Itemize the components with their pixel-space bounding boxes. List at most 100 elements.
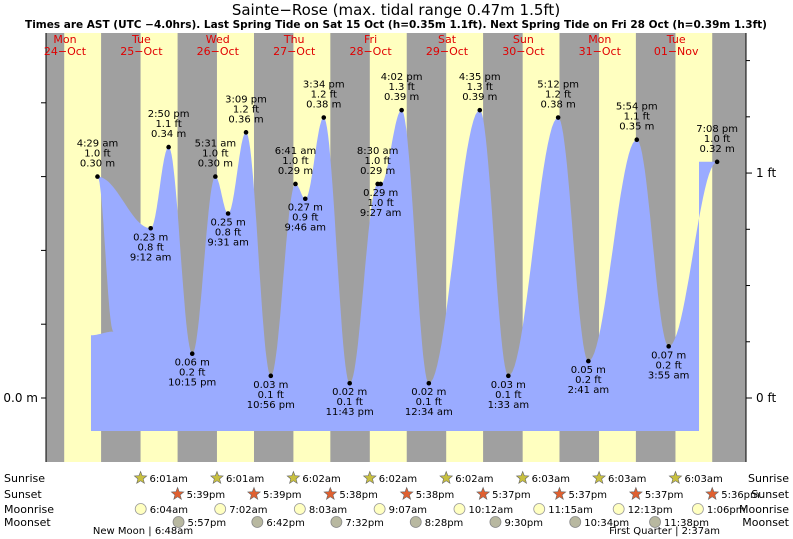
tide-label: 1.1 ft [624,112,650,123]
moonrise-icon [293,503,306,515]
moonrise-icon [134,503,147,515]
tide-point [148,225,153,231]
tide-label: 0.29 m [278,166,313,177]
sunset-icon [323,486,338,500]
moonset-icon [409,516,422,528]
sunset-time: 5:38pm [339,490,378,501]
day-of-week-label: Mon [588,33,611,46]
tide-label: 0.27 m [288,203,323,214]
tide-area [91,110,718,431]
tide-label: 8:30 am [357,146,399,157]
astro-table: Sunrise Sunrise Sunset Sunset Moonrise Moonri… [4,470,790,537]
right-axis-label: 0 ft [756,391,776,405]
tide-label: 3:34 pm [303,80,345,91]
tide-point [555,115,561,120]
sunset-time: 5:39pm [263,490,302,501]
tide-label: 0.03 m [253,380,288,391]
row-label-moonrise: Moonrise [4,503,54,516]
tide-point [213,174,218,179]
tide-label: 0.1 ft [337,397,363,408]
tide-label: 1.3 ft [388,82,414,93]
tide-label: 0.35 m [619,122,654,133]
tide-label: 0.07 m [651,350,686,361]
tide-label: 0.39 m [462,92,497,103]
moon-phase-label: New Moon | 6:48am [93,526,193,537]
tide-label: 5:31 am [195,139,237,150]
tide-label: 4:35 pm [459,72,501,83]
tide-label: 0.06 m [175,358,210,369]
moon-phase-label: First Quarter | 2:37am [609,526,720,537]
tide-curve [91,110,718,431]
tide-label: 12:34 am [405,407,453,418]
row-label-sunrise: Sunrise [4,472,45,485]
moonset-time: 7:32pm [345,518,384,529]
tide-point [378,181,383,187]
tide-label: 6:41 am [275,146,317,157]
tide-point [399,107,404,113]
sunset-icon [476,486,491,500]
day-date-label: 31−Oct [579,45,622,58]
tide-label: 7:08 pm [696,124,738,135]
sunset-icon [628,486,643,500]
tide-label: 0.30 m [198,159,233,170]
tide-label: 1.1 ft [155,119,181,130]
moonset-time: 6:42pm [266,518,305,529]
day-date-label: 24−Oct [44,45,87,58]
tide-label: 0.34 m [151,129,186,140]
day-date-label: 29−Oct [426,45,469,58]
moonrise-icon [533,503,546,515]
tide-label: 0.36 m [228,114,263,125]
day-of-week-label: Fri [364,33,377,46]
tide-label: 0.39 m [384,92,419,103]
day-date-label: 01−Nov [654,45,699,58]
tide-label: 1.2 ft [233,104,259,115]
tide-point [714,159,720,165]
tide-label: 4:02 pm [381,72,423,83]
tide-label: 0.38 m [306,100,341,111]
tide-labels: 4:29 am1.0 ft0.30 m0.23 m0.8 ft9:12 am2:… [77,72,738,418]
sunrise-icon [133,470,148,484]
moonrise-time: 11:15am [548,505,593,516]
tide-label: 9:27 am [360,208,402,219]
tide-label: 3:55 am [648,370,690,381]
tide-label: 5:12 pm [537,80,579,91]
day-date-label: 30−Oct [502,45,545,58]
tide-point [347,380,352,386]
tide-point [302,196,308,202]
day-of-week-label: Wed [206,33,230,46]
tide-label: 11:43 pm [326,407,374,418]
tide-point [426,380,432,386]
chart-axes: 0.0 m 1 ft 0 ft [3,33,776,462]
moonrise-time: 9:07am [389,505,427,516]
tide-label: 9:31 am [207,238,249,249]
tide-label: 1.0 ft [704,134,730,145]
tide-label: 1.2 ft [311,90,337,101]
moonset-icon [251,516,264,528]
row-label-sunrise-right: Sunrise [748,472,789,485]
tide-point [243,130,249,135]
moonset-icon [649,516,661,528]
moonrise-icon [692,503,704,515]
tide-label: 1.0 ft [202,149,228,160]
tide-label: 9:12 am [130,252,172,263]
sunset-time: 5:37pm [568,490,607,501]
day-of-week-label: Sat [438,33,457,46]
tide-point [666,344,671,349]
tide-point [189,351,195,357]
left-axis-label: 0.0 m [3,391,38,405]
tide-label: 0.1 ft [495,390,521,401]
sunrise-icon [515,470,530,484]
sunset-time: 5:38pm [416,490,455,501]
sunrise-time: 6:03am [532,474,570,485]
tide-label: 0.05 m [571,365,606,376]
tide-point [634,137,640,142]
sunrise-time: 6:01am [150,474,188,485]
tide-point [95,174,100,179]
tide-label: 1.0 ft [368,198,394,209]
tide-label: 0.2 ft [655,360,681,371]
tide-label: 10:15 pm [168,378,216,389]
tide-label: 0.29 m [360,166,395,177]
tide-label: 1.0 ft [364,156,390,167]
tide-label: 0.02 m [332,387,367,398]
moonset-icon [569,516,582,528]
